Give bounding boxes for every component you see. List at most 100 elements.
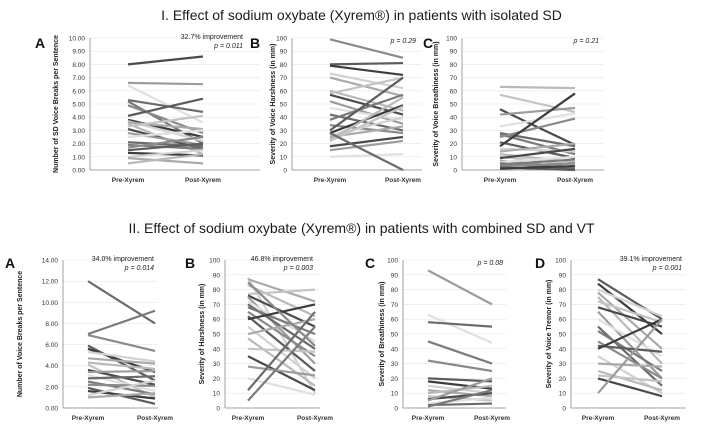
s2-a-y-tick-label: 10.00 bbox=[42, 300, 59, 307]
s2-b-y-tick-label: 40 bbox=[213, 346, 221, 353]
s2-a-series-line bbox=[87, 333, 156, 352]
s1-c-y-tick-label: 40 bbox=[450, 115, 458, 122]
s2-a-y-axis-title: Number of Voice Breaks per Sentence bbox=[17, 271, 24, 397]
s1-a-series-line bbox=[127, 55, 204, 66]
s2-b-series-line bbox=[247, 284, 316, 318]
s2-a-y-tick-label: 12.00 bbox=[42, 279, 59, 286]
s2-d-y-tick-label: 30 bbox=[559, 361, 567, 368]
s1-b-series-line bbox=[329, 93, 404, 121]
s2-c-x-tick-label: Pre-Xyrem bbox=[412, 415, 445, 422]
s1-a-series-line bbox=[127, 97, 204, 117]
s2-b-y-tick-label: 80 bbox=[213, 287, 221, 294]
s2-b-y-tick-label: 50 bbox=[213, 332, 221, 339]
s2-c-y-tick-label: 10 bbox=[391, 391, 399, 398]
s1-b-series-line bbox=[329, 61, 404, 66]
s2-d-series-line bbox=[597, 296, 663, 365]
s2-b-y-tick-label: 30 bbox=[213, 361, 221, 368]
s2-a-x-tick-label: Post-Xyrem bbox=[137, 415, 173, 422]
s1-c-y-tick-label: 90 bbox=[450, 49, 458, 56]
s2-a-y-tick-label: 8.00 bbox=[45, 321, 58, 328]
s2-c-y-tick-label: 80 bbox=[391, 287, 399, 294]
s2-a-y-tick-label: 14.00 bbox=[42, 258, 59, 265]
s1-a-y-tick-label: 8.00 bbox=[72, 62, 85, 69]
s1-a-y-tick-label: 3.00 bbox=[72, 128, 85, 135]
s2-c-series-line bbox=[427, 269, 493, 306]
s2-d-y-tick-label: 20 bbox=[559, 376, 567, 383]
s1-b-x-tick-label: Post-Xyrem bbox=[385, 177, 421, 184]
s1-c-y-tick-label: 10 bbox=[450, 154, 458, 161]
s2-c-series-line bbox=[427, 377, 493, 383]
s2-b-series-line bbox=[247, 281, 316, 347]
section-2-title: II. Effect of sodium oxybate (Xyrem®) in… bbox=[128, 220, 595, 236]
s2-b-series-line bbox=[247, 365, 316, 377]
s1-a-series-line bbox=[127, 84, 204, 124]
s2-c-y-tick-label: 100 bbox=[387, 258, 398, 265]
s2-d-series-line bbox=[597, 344, 663, 353]
s1-c-series-line bbox=[499, 158, 576, 166]
s2-a-p-value: p = 0.014 bbox=[124, 265, 154, 272]
s2-b-y-tick-label: 10 bbox=[213, 391, 221, 398]
s2-b-series-line bbox=[247, 311, 316, 391]
s1-b-series-line bbox=[329, 139, 404, 152]
s1-c-y-tick-label: 0 bbox=[453, 168, 457, 175]
s1-a-x-tick-label: Pre-Xyrem bbox=[112, 177, 145, 184]
s2-b-p-value: p = 0.003 bbox=[283, 265, 313, 272]
s1-a-y-tick-label: 1.00 bbox=[72, 154, 85, 161]
s2-d-y-tick-label: 80 bbox=[559, 287, 567, 294]
s1-c-y-tick-label: 70 bbox=[450, 75, 458, 82]
s1-b-series-line bbox=[329, 106, 404, 121]
s1-b-y-tick-label: 0 bbox=[283, 168, 287, 175]
s2-c-series-line bbox=[427, 321, 493, 328]
s2-a-series-line bbox=[87, 392, 156, 399]
s2-a-series-line bbox=[87, 375, 156, 380]
s2-c-series-line bbox=[427, 377, 493, 402]
s1-b-y-tick-label: 80 bbox=[280, 62, 288, 69]
s1-b-panel-letter: B bbox=[250, 35, 260, 51]
s2-c-y-tick-label: 0 bbox=[394, 406, 398, 413]
s2-d-y-tick-label: 90 bbox=[559, 272, 567, 279]
s1-b-p-value: p = 0.29 bbox=[390, 38, 417, 45]
s2-c-series-line bbox=[427, 340, 493, 365]
s2-b-x-tick-label: Pre-Xyrem bbox=[232, 415, 265, 422]
s1-b-series-line bbox=[329, 64, 404, 77]
s1-a-series-line bbox=[127, 157, 204, 165]
section-1-title: I. Effect of sodium oxybate (Xyrem®) in … bbox=[161, 7, 562, 23]
s2-d-series-line bbox=[597, 362, 663, 368]
s2-c-y-tick-label: 90 bbox=[391, 272, 399, 279]
s2-b-improvement-label: 46.8% improvement bbox=[251, 256, 313, 263]
s1-c-series-line bbox=[499, 162, 576, 168]
s2-c-panel-letter: C bbox=[365, 255, 375, 271]
s2-b-series-line bbox=[247, 377, 316, 396]
s2-a-series-line bbox=[87, 350, 156, 363]
s1-b-y-tick-label: 90 bbox=[280, 49, 288, 56]
s2-a-series-line bbox=[87, 383, 156, 387]
s2-a-panel-letter: A bbox=[5, 255, 15, 271]
s2-c-series-line bbox=[427, 359, 493, 373]
s2-b-panel-letter: B bbox=[185, 255, 195, 271]
s2-c-p-value: p = 0.08 bbox=[477, 260, 504, 267]
s1-b-series-line bbox=[329, 96, 404, 141]
s1-b-y-tick-label: 30 bbox=[280, 128, 288, 135]
s2-d-series-line bbox=[597, 318, 663, 350]
s2-d-series-line bbox=[597, 282, 663, 335]
s2-c-y-tick-label: 20 bbox=[391, 376, 399, 383]
s2-d-series-line bbox=[597, 369, 663, 392]
s1-c-y-tick-label: 100 bbox=[446, 36, 457, 43]
s1-c-y-tick-label: 20 bbox=[450, 141, 458, 148]
s1-a-y-axis-title: Number of SD Voice Breaks per Sentence bbox=[53, 35, 60, 173]
s2-d-y-tick-label: 60 bbox=[559, 317, 567, 324]
s1-c-series-line bbox=[499, 117, 576, 139]
s1-b-y-tick-label: 40 bbox=[280, 115, 288, 122]
s2-a-y-tick-label: 6.00 bbox=[45, 342, 58, 349]
s1-c-x-tick-label: Pre-Xyrem bbox=[484, 177, 517, 184]
s2-b-x-tick-label: Post-Xyrem bbox=[297, 415, 333, 422]
s1-c-panel-letter: C bbox=[423, 35, 433, 51]
s2-d-series-line bbox=[597, 288, 663, 318]
s1-a-series-line bbox=[127, 81, 204, 86]
s1-b-y-tick-label: 60 bbox=[280, 88, 288, 95]
s1-b-series-line bbox=[329, 153, 404, 158]
s2-d-y-tick-label: 40 bbox=[559, 346, 567, 353]
s1-c-y-tick-label: 80 bbox=[450, 62, 458, 69]
s2-d-improvement-label: 39.1% improvement bbox=[620, 256, 682, 263]
